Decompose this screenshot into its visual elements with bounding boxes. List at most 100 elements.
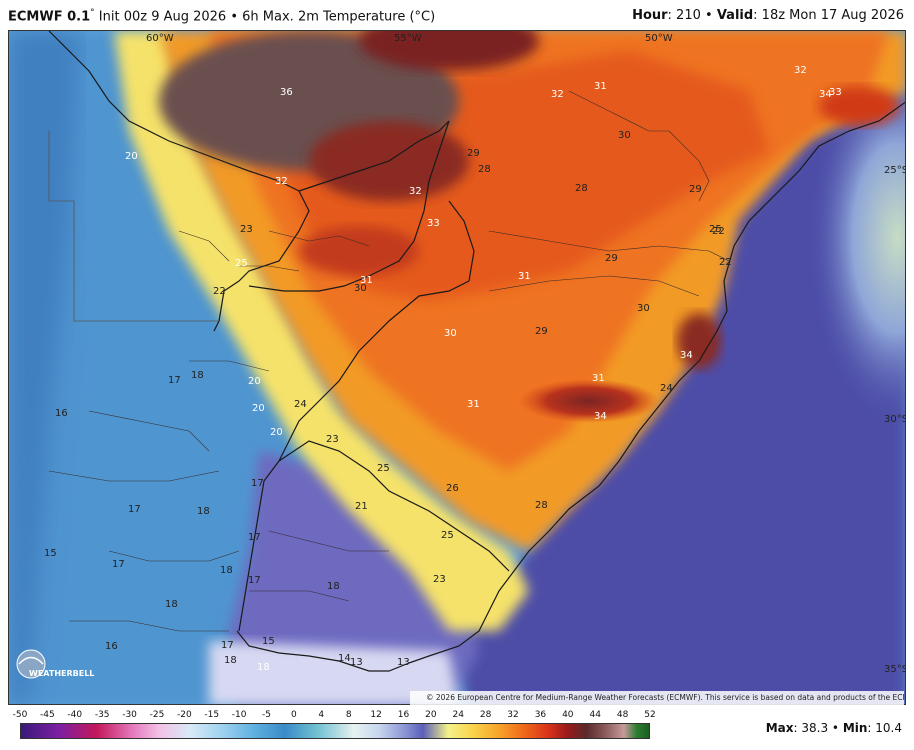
- rio-de-la-plata-coast: [236, 630, 410, 672]
- temp-label: 29: [689, 184, 702, 195]
- colorbar-tick-label: -10: [231, 710, 247, 720]
- colorbar-tick-label: 12: [370, 710, 382, 720]
- temp-label: 22: [213, 286, 226, 297]
- temp-label: 31: [592, 373, 605, 384]
- header-bullet: •: [230, 9, 239, 25]
- temperature-labels: 36 20 32 31 32 34 33 30 29 28 32 32 28 2…: [44, 65, 842, 673]
- temp-label: 32: [409, 186, 422, 197]
- colorbar-tick-label: 32: [507, 710, 519, 720]
- border-argentina-brazil: [278, 200, 475, 462]
- temp-label: 20: [248, 376, 261, 387]
- border-paraguay-brazil: [298, 120, 450, 192]
- temp-label: 33: [427, 218, 440, 229]
- forecast-time: Hour: 210 • Valid: 18z Mon 17 Aug 2026: [632, 8, 904, 23]
- lat-label-30s: 30°S: [884, 414, 906, 425]
- hot-core-top: [359, 31, 539, 71]
- temp-label: 28: [535, 500, 548, 511]
- header-bar: ECMWF 0.1° Init 00z 9 Aug 2026 • 6h Max.…: [0, 0, 914, 30]
- temp-label: 20: [252, 403, 265, 414]
- temp-label: 16: [55, 408, 68, 419]
- min-value: : 10.4: [867, 721, 902, 735]
- hot-core-rs: [519, 379, 659, 423]
- temp-label: 34: [819, 89, 832, 100]
- valid-value: : 18z Mon 17 Aug 2026: [753, 8, 904, 23]
- hot-core-coast: [677, 313, 721, 369]
- pampas-cool-band: [229, 451, 479, 704]
- border-bolivia: [48, 31, 300, 192]
- lon-label-60w: 60°W: [146, 33, 174, 44]
- hour-label: Hour: [632, 8, 668, 23]
- temp-label: 29: [535, 326, 548, 337]
- temp-label: 18: [197, 506, 210, 517]
- map-canvas: 60°W 55°W 50°W 25°S 30°S 35°S 36 20 32 3…: [9, 31, 906, 704]
- colorbar-tick-label: 36: [534, 710, 547, 720]
- temp-label: 32: [551, 89, 564, 100]
- copyright-notice: © 2026 European Centre for Medium-Range …: [410, 691, 904, 705]
- temp-label: 31: [467, 399, 480, 410]
- colorbar-tick-label: 24: [452, 710, 464, 720]
- temp-label: 18: [327, 581, 340, 592]
- product-name: 6h Max. 2m Temperature (°C): [242, 9, 436, 25]
- border-chile-argentina: [48, 131, 219, 322]
- temperature-colorbar: [20, 723, 650, 739]
- temp-label: 29: [467, 148, 480, 159]
- far-west-region: [9, 31, 79, 704]
- temp-label: 17: [221, 640, 234, 651]
- temp-label: 13: [397, 657, 410, 668]
- border-uruguay-brazil: [278, 440, 510, 572]
- colorbar-ticks: -50 -45 -40 -35 -30 -25 -20 -15 -10 -5 0 4 8 12 16 20 24…: [12, 710, 662, 722]
- temp-label: 25: [235, 258, 248, 269]
- temp-label: 33: [829, 87, 842, 98]
- temp-label: 23: [433, 574, 446, 585]
- temperature-map[interactable]: 60°W 55°W 50°W 25°S 30°S 35°S 36 20 32 3…: [8, 30, 906, 705]
- colorbar-tick-label: -15: [204, 710, 220, 720]
- colorbar-tick-label: 28: [479, 710, 492, 720]
- colorbar-tick-label: -5: [262, 710, 272, 720]
- temp-label: 24: [294, 399, 307, 410]
- temp-label: 23: [240, 224, 253, 235]
- max-min-summary: Max: 38.3 • Min: 10.4: [766, 721, 902, 735]
- init-text: Init 00z 9 Aug 2026: [98, 9, 227, 25]
- temp-label: 34: [594, 411, 607, 422]
- lat-label-35s: 35°S: [884, 664, 906, 675]
- colorbar-tick-label: -40: [67, 710, 83, 720]
- mild-band: [114, 31, 529, 631]
- colorbar-tick-label: -35: [94, 710, 110, 720]
- hot-core-central: [299, 226, 419, 276]
- colorbar-tick-label: -25: [149, 710, 165, 720]
- temp-label: 25: [441, 530, 454, 541]
- colorbar-tick-label: 4: [318, 710, 325, 720]
- temp-label: 21: [355, 501, 368, 512]
- temp-label: 14: [338, 653, 351, 664]
- temp-label: 15: [44, 548, 57, 559]
- colorbar-tick-label: 40: [562, 710, 574, 720]
- temp-label: 17: [128, 504, 141, 515]
- colorbar-tick-label: 8: [345, 710, 352, 720]
- colorbar-tick-label: 48: [616, 710, 629, 720]
- temp-label: 28: [478, 164, 491, 175]
- temp-label: 13: [350, 657, 363, 668]
- temp-label: 23: [326, 434, 339, 445]
- max-min-bullet: •: [831, 721, 839, 735]
- temp-label: 31: [594, 81, 607, 92]
- temp-label: 20: [125, 151, 138, 162]
- lat-label-25s: 25°S: [884, 165, 906, 176]
- temp-label: 30: [637, 303, 650, 314]
- temp-label: 31: [360, 275, 373, 286]
- max-label: Max: [765, 721, 794, 735]
- lon-label-55w: 55°W: [394, 33, 422, 44]
- temp-label: 18: [220, 565, 233, 576]
- temp-label: 17: [248, 575, 261, 586]
- weatherbell-logo: WEATHERBELL: [16, 649, 94, 679]
- temp-label: 17: [248, 532, 261, 543]
- temp-label: 32: [275, 176, 288, 187]
- min-label: Min: [842, 721, 868, 735]
- temp-label: 15: [262, 636, 275, 647]
- temp-label: 29: [605, 253, 618, 264]
- colorbar-tick-label: -30: [122, 710, 137, 720]
- temp-label: 30: [354, 283, 367, 294]
- model-name: ECMWF 0.1: [8, 9, 91, 25]
- colorbar-tick-label: 20: [425, 710, 437, 720]
- border-paraguay-argentina: [213, 190, 310, 332]
- temp-label: 18: [165, 599, 178, 610]
